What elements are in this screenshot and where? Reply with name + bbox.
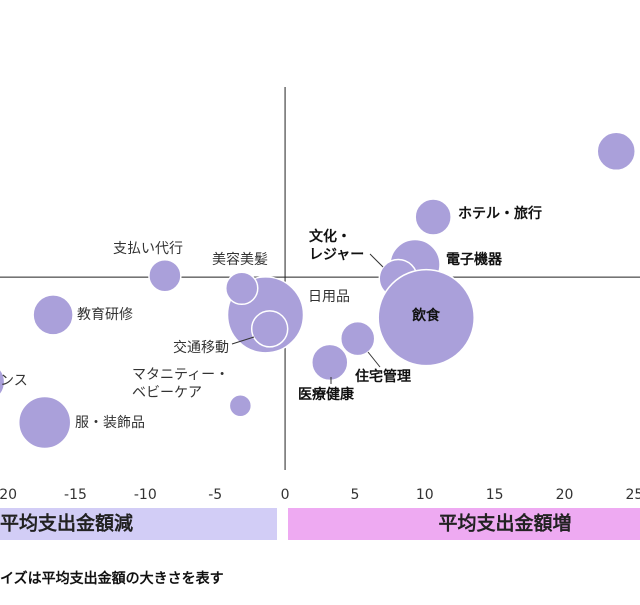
leader-line	[231, 336, 255, 345]
bubble	[148, 258, 182, 293]
bubble-label: 文化・	[309, 228, 351, 245]
leader-line	[367, 351, 381, 368]
increase-label: 平均支出金額増	[438, 512, 571, 535]
bubble-label: 服・装飾品	[75, 415, 145, 431]
bubble	[228, 393, 253, 418]
increase-band	[288, 508, 640, 540]
x-tick-label: -15	[64, 487, 87, 503]
bubble-label: レジャー	[309, 247, 364, 263]
bubble-label: 支払い代行	[113, 241, 183, 257]
footnote: イズは平均支出金額の大きさを表す	[0, 570, 224, 587]
x-tick-label: 20	[556, 487, 574, 503]
leader-line	[369, 253, 384, 268]
bubble-label: ホテル・旅行	[458, 205, 542, 222]
bubble-label: 教育研修	[77, 307, 133, 323]
x-tick-label: 5	[350, 487, 359, 503]
x-tick-label: -5	[208, 487, 222, 503]
bubble-label: 医療健康	[298, 386, 355, 403]
bubble	[250, 310, 289, 348]
bubble-label: ンス	[0, 373, 28, 389]
bubble	[414, 198, 452, 236]
bubble-label: 飲食	[411, 307, 441, 324]
bubble	[311, 343, 349, 382]
bubble-label: 電子機器	[446, 251, 503, 268]
bubble	[0, 368, 6, 396]
bubble	[32, 294, 74, 336]
x-tick-label: 10	[416, 487, 434, 503]
bubble	[17, 395, 72, 450]
bubble-label: 交通移動	[173, 339, 229, 356]
bubble	[377, 268, 475, 367]
bubble	[339, 320, 376, 357]
bubble-label: 住宅管理	[355, 368, 411, 385]
x-tick-label: 0	[281, 487, 290, 503]
x-tick-label: -20	[0, 487, 17, 503]
decrease-label: 平均支出金額減	[0, 512, 133, 535]
decrease-band	[0, 508, 277, 540]
bubble-label: マタニティー・	[132, 367, 229, 383]
bubble	[596, 131, 636, 172]
bubble-label: 美容美髪	[212, 251, 268, 268]
plot-area	[0, 87, 640, 470]
bubble	[224, 271, 259, 306]
x-tick-label: 25	[625, 487, 640, 503]
x-tick-label: 15	[486, 487, 504, 503]
bubble-label: ベビーケア	[132, 385, 202, 401]
bubble-label: 日用品	[308, 289, 350, 305]
x-tick-label: -10	[134, 487, 157, 503]
